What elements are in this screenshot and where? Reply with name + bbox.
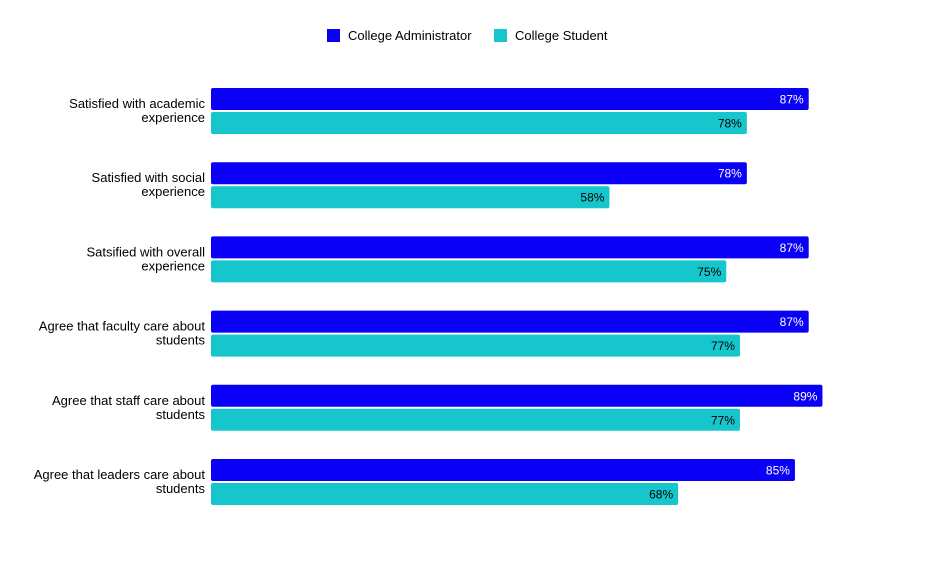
category-label: Satisfied with academic	[69, 96, 205, 111]
category-labels: Satisfied with academicexperienceSatisfi…	[34, 96, 206, 496]
bar-value-label: 78%	[718, 117, 742, 131]
bar-value-label: 75%	[697, 265, 721, 279]
legend-swatch	[327, 29, 340, 42]
category-label: experience	[141, 258, 205, 273]
bar-value-label: 85%	[766, 464, 790, 478]
bar	[211, 162, 747, 185]
bar-value-label: 87%	[780, 315, 804, 329]
bar-value-label: 77%	[711, 339, 735, 353]
bar	[211, 236, 809, 259]
legend-label: College Student	[515, 28, 608, 43]
category-label: Agree that staff care about	[52, 393, 205, 408]
category-label: Agree that faculty care about	[39, 319, 206, 334]
legend-label: College Administrator	[348, 28, 472, 43]
bar	[211, 310, 809, 333]
bar-value-label: 87%	[780, 93, 804, 107]
bar-value-label: 68%	[649, 488, 673, 502]
category-label: Satsified with overall	[87, 244, 206, 259]
bar	[211, 260, 727, 283]
category-label: experience	[141, 110, 205, 125]
bar	[211, 483, 679, 505]
bar-value-label: 89%	[793, 389, 817, 403]
category-label: students	[156, 481, 206, 496]
bar-value-label: 58%	[580, 191, 604, 205]
bar	[211, 408, 740, 431]
bar	[211, 112, 747, 134]
category-label: Agree that leaders care about	[34, 467, 206, 482]
category-label: experience	[141, 184, 205, 199]
bar-value-label: 87%	[780, 241, 804, 255]
legend-item: College Administrator	[327, 28, 472, 43]
data-labels: 87% 78% 78% 58% 87% 75% 87% 77% 89% 77% 85% 68%	[580, 93, 817, 502]
legend-swatch	[494, 29, 507, 42]
legend: College Administrator College Student	[327, 28, 608, 43]
bar-value-label: 77%	[711, 413, 735, 427]
bar	[211, 186, 610, 209]
bar	[211, 384, 823, 407]
legend-item: College Student	[494, 28, 608, 43]
bar	[211, 459, 795, 481]
category-label: students	[156, 407, 206, 422]
bar	[211, 88, 809, 110]
bar-value-label: 78%	[718, 167, 742, 181]
bars	[211, 88, 823, 505]
bar	[211, 334, 740, 357]
category-label: Satisfied with social	[92, 170, 206, 185]
category-label: students	[156, 333, 206, 348]
